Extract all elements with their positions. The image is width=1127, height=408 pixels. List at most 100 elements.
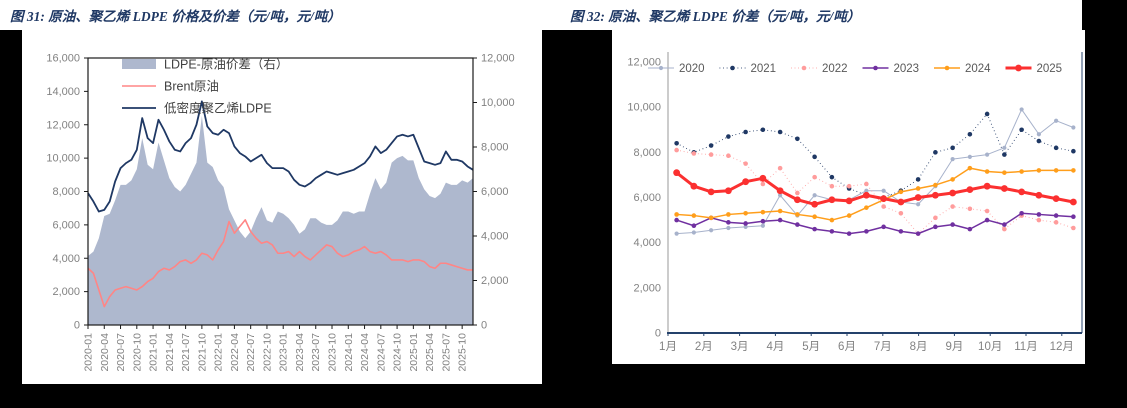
series-2025	[673, 169, 1077, 208]
data-point	[811, 200, 819, 208]
data-point	[1036, 168, 1042, 173]
data-point	[726, 225, 731, 231]
left-axis-label: 16,000	[46, 53, 80, 65]
series-line	[676, 108, 1074, 235]
data-point	[743, 129, 748, 135]
legend-swatch-marker	[1015, 64, 1022, 72]
data-point	[691, 223, 697, 229]
data-point	[950, 145, 955, 151]
data-point	[1019, 107, 1024, 112]
x-axis-label: 6月	[838, 341, 856, 353]
data-point	[1002, 170, 1007, 175]
x-axis-label: 2023-10	[327, 333, 339, 372]
data-point	[829, 183, 835, 189]
data-point	[759, 174, 767, 182]
data-point	[743, 224, 748, 229]
data-point	[707, 188, 715, 196]
legend-label: 2023	[894, 63, 920, 75]
data-point	[881, 224, 886, 230]
data-point	[1035, 191, 1043, 199]
series-line-ldpe	[87, 100, 474, 213]
x-axis-label: 2021-04	[164, 333, 176, 372]
legend-swatch-marker	[730, 65, 735, 71]
x-axis-label: 2022-04	[229, 333, 241, 372]
data-point	[984, 169, 990, 174]
data-point	[829, 174, 835, 180]
data-point	[915, 231, 921, 236]
left-axis-label: 14,000	[46, 86, 80, 98]
data-point	[743, 161, 748, 166]
data-point	[795, 212, 800, 217]
data-point	[1002, 222, 1007, 227]
left-axis-label: 2,000	[52, 286, 80, 298]
data-point	[967, 154, 972, 159]
data-point	[708, 152, 714, 157]
data-point	[1002, 152, 1007, 157]
right-axis-label: 2,000	[481, 275, 509, 287]
data-point	[691, 151, 697, 156]
fig32-title: 图 32: 原油、聚乙烯 LDPE 价差（元/吨，元/吨）	[570, 9, 861, 24]
legend-item-2: 低密度聚乙烯LDPE	[122, 101, 272, 116]
data-point	[812, 174, 817, 180]
data-point	[708, 143, 714, 148]
title-strip: 图 31: 原油、聚乙烯 LDPE 价格及价差（元/吨，元/吨） 图 32: 原…	[0, 0, 1082, 30]
data-point	[795, 136, 800, 142]
data-point	[914, 194, 922, 201]
data-point	[845, 197, 853, 205]
data-point	[674, 217, 679, 223]
legend-label: 2025	[1037, 63, 1063, 75]
data-point	[1019, 211, 1024, 216]
data-point	[1036, 132, 1041, 137]
series-line	[675, 171, 1074, 206]
series-line-brent	[87, 219, 473, 308]
x-axis-label: 2024-01	[343, 333, 355, 372]
data-point	[1054, 118, 1059, 123]
y-axis-label: 4,000	[633, 237, 661, 249]
x-axis-label: 9月	[945, 341, 963, 353]
x-axis-label: 5月	[802, 341, 820, 353]
data-point	[916, 202, 921, 207]
data-point	[1071, 225, 1076, 231]
data-point	[1036, 217, 1042, 223]
data-point	[1069, 198, 1077, 206]
chart32-yearly-spread-chart: 0 2,000 4,000 6,000 8,000 10,000 12,000 1月 2月 3月 4…	[627, 52, 1083, 353]
fig31-title: 图 31: 原油、聚乙烯 LDPE 价格及价差（元/吨，元/吨）	[10, 9, 341, 24]
data-point	[726, 134, 731, 139]
x-axis-label: 2025-01	[408, 333, 420, 372]
data-point	[950, 177, 955, 182]
data-point	[864, 229, 869, 234]
right-axis-label: 12,000	[481, 53, 515, 65]
chart31-panel: 0 2,000 4,000 6,000 8,000 10,000 12,000 14,000 1…	[22, 30, 542, 384]
x-axis-label: 2025-10	[457, 333, 469, 372]
data-point	[726, 220, 731, 225]
series-2022	[674, 147, 1076, 236]
legend-label: 2021	[751, 63, 777, 75]
series-area-ldpe-spread	[88, 115, 473, 325]
data-point	[760, 218, 766, 224]
legend-swatch-marker	[658, 65, 664, 71]
data-point	[881, 188, 886, 193]
data-point	[1002, 226, 1007, 232]
legend-label: 2020	[679, 63, 705, 75]
legend-label: 2024	[965, 63, 991, 75]
data-point	[691, 213, 697, 218]
data-point	[674, 231, 679, 236]
data-point	[933, 224, 938, 230]
data-point	[983, 182, 991, 190]
data-point	[967, 131, 973, 137]
data-point	[777, 217, 783, 223]
series-line	[676, 167, 1074, 221]
left-axis-label: 12,000	[46, 119, 80, 131]
data-point	[1071, 214, 1076, 219]
data-point	[1019, 127, 1024, 133]
x-axis-label: 10月	[978, 341, 1002, 353]
data-point	[1019, 169, 1024, 174]
data-point	[829, 229, 835, 234]
x-axis-label: 2020-07	[115, 333, 127, 372]
right-axis-label: 8,000	[481, 142, 509, 154]
data-point	[915, 177, 921, 182]
data-point	[846, 183, 852, 189]
series-2024	[674, 165, 1076, 223]
data-point	[897, 198, 905, 206]
